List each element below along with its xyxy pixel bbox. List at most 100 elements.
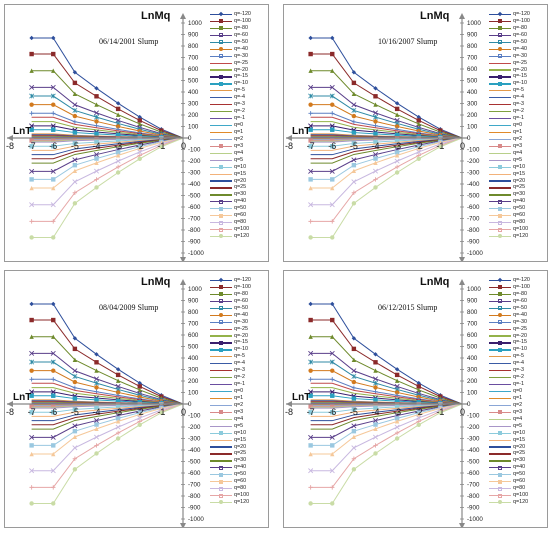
y-tick-label: 400 bbox=[188, 89, 199, 96]
legend-label: q=-20 bbox=[513, 332, 527, 339]
data-point bbox=[29, 434, 35, 440]
legend-label: q=20 bbox=[513, 443, 526, 450]
legend-label: q=50 bbox=[234, 471, 247, 478]
data-point bbox=[137, 134, 142, 139]
y-tick-label: 300 bbox=[467, 101, 478, 108]
data-point bbox=[308, 434, 314, 440]
data-point bbox=[308, 410, 313, 415]
x-tick-label: 0 bbox=[181, 407, 186, 417]
legend-swatch bbox=[210, 233, 232, 239]
legend-swatch bbox=[489, 402, 511, 408]
legend-entry: q=-30 bbox=[210, 53, 251, 60]
legend-swatch bbox=[489, 319, 511, 325]
data-point bbox=[51, 219, 56, 224]
legend: q=-120 q=-100 q=-80 q=-60 q=-50 q=-40 q=-30 q=-… bbox=[210, 277, 251, 506]
legend-entry: q=0 bbox=[210, 388, 251, 395]
legend-label: q=60 bbox=[513, 212, 526, 219]
legend-entry: q=30 bbox=[210, 191, 251, 198]
legend-entry: q=-40 bbox=[489, 46, 530, 53]
legend-entry: q=-5 bbox=[210, 353, 251, 360]
series-q=-100 bbox=[308, 51, 463, 139]
series-q=-40 bbox=[29, 368, 184, 405]
data-point bbox=[51, 144, 56, 149]
y-tick-label: 900 bbox=[188, 298, 199, 305]
legend-entry: q=3 bbox=[210, 409, 251, 416]
data-point bbox=[416, 137, 421, 142]
data-point bbox=[29, 334, 34, 339]
legend-entry: q=80 bbox=[210, 219, 251, 226]
series-line bbox=[310, 403, 463, 438]
legend-label: q=-3 bbox=[234, 367, 245, 374]
data-point bbox=[29, 393, 34, 398]
data-point bbox=[94, 422, 99, 427]
legend-swatch bbox=[210, 74, 232, 80]
data-point bbox=[416, 403, 421, 408]
legend-entry: q=15 bbox=[489, 171, 530, 178]
legend-entry: q=50 bbox=[489, 205, 530, 212]
series-q=30 bbox=[31, 403, 184, 430]
data-point bbox=[115, 138, 121, 144]
legend-label: q=25 bbox=[513, 450, 526, 457]
legend-entry: q=-80 bbox=[210, 25, 251, 32]
data-point bbox=[72, 201, 78, 206]
x-tick-label: -3 bbox=[393, 407, 401, 417]
legend-swatch bbox=[489, 277, 511, 283]
legend-swatch bbox=[210, 129, 232, 135]
legend-swatch bbox=[489, 136, 511, 142]
data-point bbox=[351, 407, 357, 412]
legend-swatch bbox=[210, 340, 232, 346]
data-point bbox=[351, 102, 357, 108]
legend-label: q=3 bbox=[513, 142, 523, 149]
data-point bbox=[94, 397, 99, 403]
chart-title: 06/12/2015 Slump bbox=[378, 303, 437, 312]
chart-svg: 10009008007006005004003002001000-100-200… bbox=[6, 276, 204, 527]
legend-swatch bbox=[489, 178, 511, 184]
data-point bbox=[329, 389, 335, 395]
data-point bbox=[372, 418, 379, 424]
legend-label: q=-1 bbox=[234, 115, 245, 122]
series-line bbox=[31, 403, 184, 455]
series-line bbox=[310, 403, 463, 472]
series-line bbox=[310, 370, 463, 405]
data-point bbox=[351, 428, 357, 434]
data-point bbox=[373, 119, 378, 124]
legend-entry: q=15 bbox=[489, 437, 530, 444]
legend-swatch bbox=[489, 409, 511, 415]
data-point bbox=[94, 177, 99, 182]
data-point bbox=[351, 162, 357, 168]
legend-swatch bbox=[489, 382, 511, 388]
y-tick-label: -700 bbox=[188, 216, 201, 223]
legend-swatch bbox=[489, 60, 511, 66]
y-tick-label: 200 bbox=[467, 378, 478, 385]
legend-label: q=-25 bbox=[513, 325, 527, 332]
series-line bbox=[310, 403, 463, 504]
x-tick-label: -5 bbox=[350, 407, 358, 417]
data-point bbox=[351, 157, 357, 163]
data-point bbox=[72, 403, 78, 408]
legend-entry: q=-60 bbox=[489, 32, 530, 39]
legend-entry: q=-15 bbox=[489, 73, 530, 80]
legend-label: q=-40 bbox=[513, 311, 527, 318]
legend-entry: q=2 bbox=[489, 136, 530, 143]
data-point bbox=[372, 110, 379, 116]
legend-entry: q=40 bbox=[489, 198, 530, 205]
legend-entry: q=3 bbox=[210, 143, 251, 150]
legend-entry: q=-5 bbox=[210, 87, 251, 94]
legend-entry: q=-1 bbox=[210, 115, 251, 122]
legend-label: q=3 bbox=[513, 408, 523, 415]
series-line bbox=[310, 137, 463, 238]
legend-label: q=5 bbox=[513, 156, 523, 163]
x-tick-label: -6 bbox=[328, 141, 336, 151]
legend-swatch bbox=[489, 305, 511, 311]
series-q=100 bbox=[308, 137, 463, 224]
legend-swatch bbox=[210, 437, 232, 443]
data-point bbox=[394, 430, 400, 436]
data-point bbox=[115, 390, 121, 395]
data-point bbox=[329, 84, 335, 90]
legend-label: q=60 bbox=[234, 212, 247, 219]
legend-label: q=-80 bbox=[513, 24, 527, 31]
legend-swatch bbox=[210, 472, 232, 478]
series-line bbox=[31, 137, 184, 222]
legend-entry: q=80 bbox=[489, 485, 530, 492]
data-point bbox=[115, 170, 121, 175]
